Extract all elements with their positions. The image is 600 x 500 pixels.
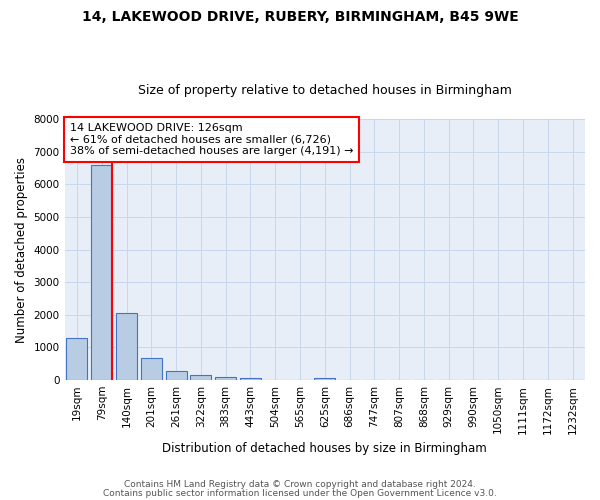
Title: Size of property relative to detached houses in Birmingham: Size of property relative to detached ho… (138, 84, 512, 97)
Bar (166, 371, 187, 380)
Text: 14, LAKEWOOD DRIVE, RUBERY, BIRMINGHAM, B45 9WE: 14, LAKEWOOD DRIVE, RUBERY, BIRMINGHAM, … (82, 10, 518, 24)
Text: Contains public sector information licensed under the Open Government Licence v3: Contains public sector information licen… (103, 488, 497, 498)
Bar (141, 358, 162, 380)
Bar (67, 338, 88, 380)
Text: Contains HM Land Registry data © Crown copyright and database right 2024.: Contains HM Land Registry data © Crown c… (124, 480, 476, 489)
Bar (190, 375, 211, 380)
X-axis label: Distribution of detached houses by size in Birmingham: Distribution of detached houses by size … (163, 442, 487, 455)
Bar (240, 378, 261, 380)
Y-axis label: Number of detached properties: Number of detached properties (15, 156, 28, 342)
Bar (215, 376, 236, 380)
Text: 14 LAKEWOOD DRIVE: 126sqm
← 61% of detached houses are smaller (6,726)
38% of se: 14 LAKEWOOD DRIVE: 126sqm ← 61% of detac… (70, 123, 353, 156)
Bar (116, 313, 137, 380)
Bar (91, 164, 112, 380)
Bar (314, 378, 335, 380)
